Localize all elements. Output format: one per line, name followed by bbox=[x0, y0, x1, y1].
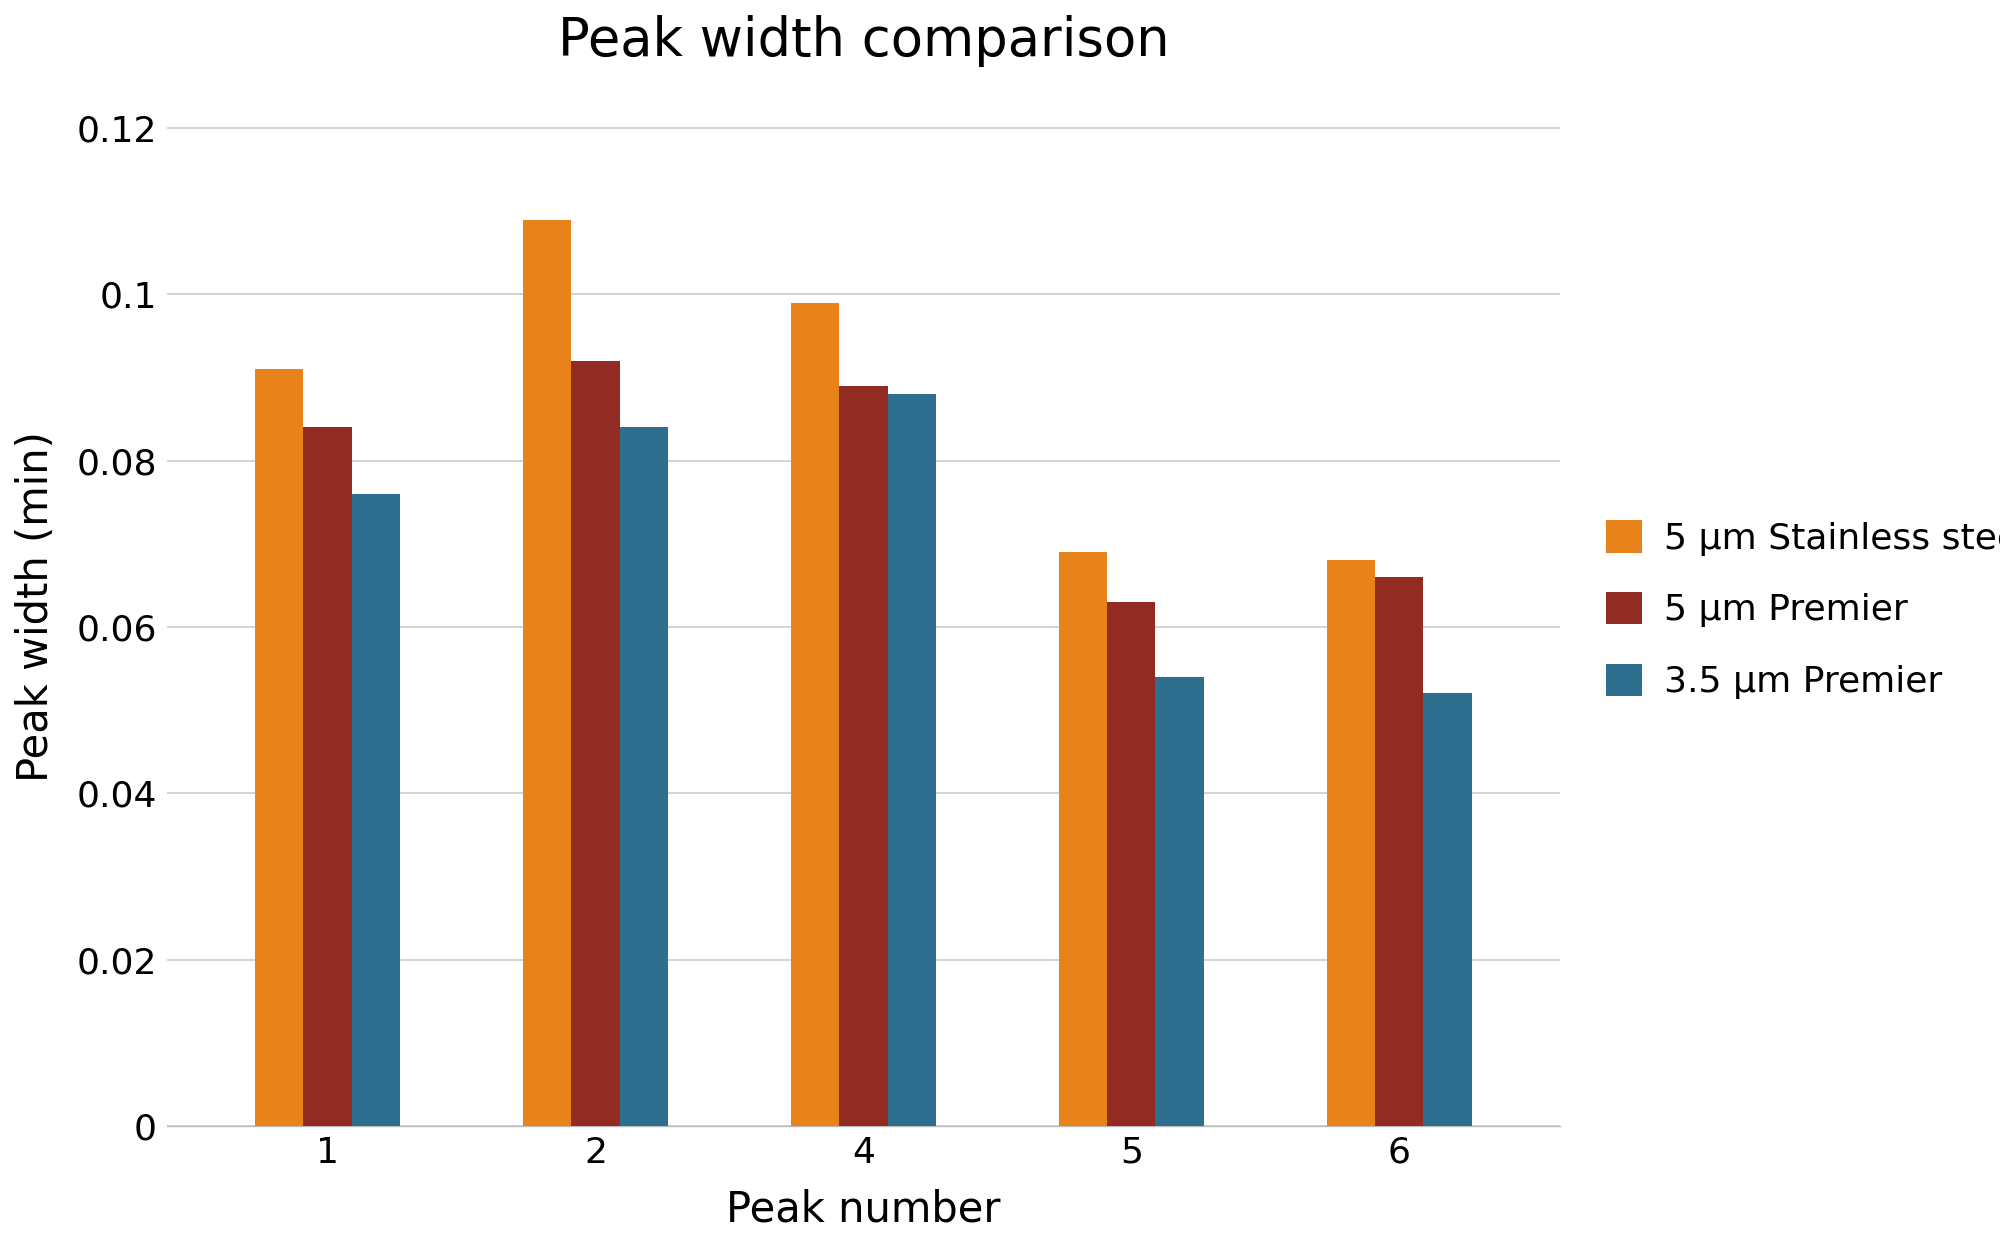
Bar bbox=[1058, 552, 1108, 1126]
Bar bbox=[840, 386, 888, 1126]
Bar bbox=[792, 303, 840, 1126]
Bar bbox=[352, 493, 400, 1126]
Bar bbox=[304, 427, 352, 1126]
Bar bbox=[572, 361, 620, 1126]
Title: Peak width comparison: Peak width comparison bbox=[558, 15, 1170, 67]
Bar bbox=[1376, 577, 1424, 1126]
Y-axis label: Peak width (min): Peak width (min) bbox=[16, 431, 58, 781]
X-axis label: Peak number: Peak number bbox=[726, 1189, 1000, 1231]
Bar bbox=[524, 219, 572, 1126]
Bar bbox=[1424, 694, 1472, 1126]
Bar bbox=[1156, 677, 1204, 1126]
Bar bbox=[256, 369, 304, 1126]
Bar bbox=[1326, 561, 1376, 1126]
Legend: 5 μm Stainless steel, 5 μm Premier, 3.5 μm Premier: 5 μm Stainless steel, 5 μm Premier, 3.5 … bbox=[1606, 521, 2000, 699]
Bar bbox=[620, 427, 668, 1126]
Bar bbox=[888, 394, 936, 1126]
Bar bbox=[1108, 602, 1156, 1126]
